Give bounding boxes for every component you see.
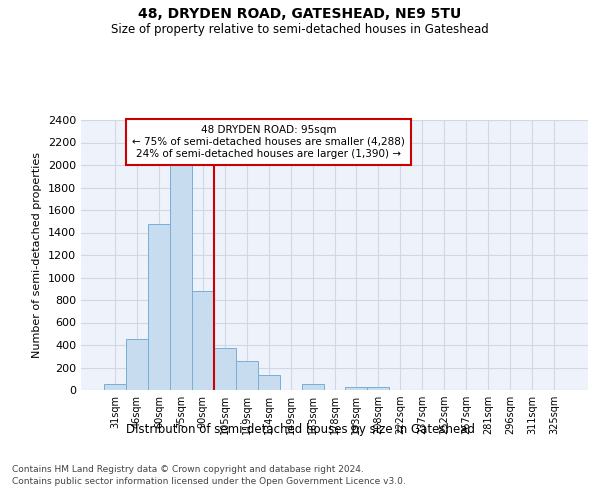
Text: 48 DRYDEN ROAD: 95sqm
← 75% of semi-detached houses are smaller (4,288)
24% of s: 48 DRYDEN ROAD: 95sqm ← 75% of semi-deta…	[132, 126, 405, 158]
Bar	[192, 291, 214, 390]
Bar	[148, 224, 170, 390]
Text: Distribution of semi-detached houses by size in Gateshead: Distribution of semi-detached houses by …	[125, 422, 475, 436]
Text: 48, DRYDEN ROAD, GATESHEAD, NE9 5TU: 48, DRYDEN ROAD, GATESHEAD, NE9 5TU	[139, 8, 461, 22]
Bar	[104, 384, 126, 390]
Bar	[257, 376, 280, 390]
Text: Size of property relative to semi-detached houses in Gateshead: Size of property relative to semi-detach…	[111, 22, 489, 36]
Bar	[236, 362, 257, 390]
Y-axis label: Number of semi-detached properties: Number of semi-detached properties	[32, 152, 43, 358]
Bar	[367, 386, 389, 390]
Text: Contains HM Land Registry data © Crown copyright and database right 2024.: Contains HM Land Registry data © Crown c…	[12, 465, 364, 474]
Bar	[302, 384, 323, 390]
Bar	[214, 348, 236, 390]
Bar	[346, 386, 367, 390]
Bar	[170, 165, 192, 390]
Bar	[126, 340, 148, 390]
Text: Contains public sector information licensed under the Open Government Licence v3: Contains public sector information licen…	[12, 478, 406, 486]
